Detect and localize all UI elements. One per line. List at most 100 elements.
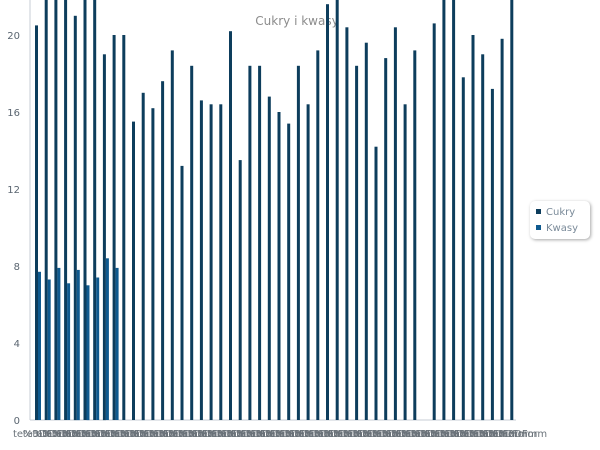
x-tick-label: te%3DForm xyxy=(168,429,227,440)
bar-cukry[interactable] xyxy=(432,23,436,421)
legend-item-cukry[interactable]: Cukry xyxy=(536,206,575,220)
x-tick-label: te%3DForm xyxy=(469,429,528,440)
x-tick-label: te%3DForm xyxy=(488,429,547,440)
bar-cukry[interactable] xyxy=(287,123,291,420)
bar-cukry[interactable] xyxy=(238,160,242,420)
bar-cukry[interactable] xyxy=(190,65,194,421)
x-tick-label: te%3DForm xyxy=(459,429,518,440)
bar-cukry[interactable] xyxy=(306,104,310,421)
bar-cukry[interactable] xyxy=(64,0,68,420)
legend: Cukry Kwasy xyxy=(530,201,590,239)
bar-cukry[interactable] xyxy=(510,0,514,420)
bar-cukry[interactable] xyxy=(161,81,165,420)
bar-kwasy[interactable] xyxy=(76,269,80,421)
x-tick-label: te%3DForm xyxy=(440,429,499,440)
bar-cukry[interactable] xyxy=(248,65,252,421)
bar-cukry[interactable] xyxy=(490,88,494,421)
bar-cukry[interactable] xyxy=(267,96,271,420)
bar-cukry[interactable] xyxy=(102,54,106,421)
bar-kwasy[interactable] xyxy=(86,285,90,421)
bar-kwasy[interactable] xyxy=(47,279,51,421)
x-tick-label: te%3DForm xyxy=(479,429,538,440)
bar-cukry[interactable] xyxy=(461,77,465,421)
bar-cukry[interactable] xyxy=(326,4,329,420)
x-tick-label: te%3DForm xyxy=(294,429,353,440)
bar-cukry[interactable] xyxy=(83,0,87,420)
bar-cukry[interactable] xyxy=(219,104,223,421)
bar-cukry[interactable] xyxy=(277,112,281,420)
x-tick-label: te%3DForm xyxy=(420,429,479,440)
bar-cukry[interactable] xyxy=(413,50,417,421)
bar-cukry[interactable] xyxy=(500,38,504,421)
bar-cukry[interactable] xyxy=(151,108,155,420)
x-tick-label: te%3DForm xyxy=(32,429,91,440)
x-tick-label: te%3DForm xyxy=(236,429,295,440)
x-tick-label: te%3DForm xyxy=(149,429,208,440)
x-tick-label: te%3DForm xyxy=(285,429,344,440)
bar-cukry[interactable] xyxy=(355,65,359,421)
x-tick-label: te%3DForm xyxy=(333,429,392,440)
bar-cukry[interactable] xyxy=(296,65,300,421)
x-tick-label: te%3DForm xyxy=(391,429,450,440)
bar-cukry[interactable] xyxy=(364,42,368,420)
x-tick-label: te%3DForm xyxy=(256,429,315,440)
x-tick-label: te%3DForm xyxy=(323,429,382,440)
x-tick-label: te%3DForm xyxy=(353,429,412,440)
x-tick-label: te%3DForm xyxy=(42,429,101,440)
x-tick-label: te%3DForm xyxy=(13,429,72,440)
bar-cukry[interactable] xyxy=(170,50,174,421)
x-tick-label: te%3DForm xyxy=(450,429,509,440)
bar-cukry[interactable] xyxy=(393,27,397,421)
bar-cukry[interactable] xyxy=(122,35,126,420)
bar-cukry[interactable] xyxy=(73,15,77,421)
bar-cukry[interactable] xyxy=(374,146,378,420)
bar-cukry[interactable] xyxy=(54,0,58,420)
bar-cukry[interactable] xyxy=(335,0,339,420)
bar-cukry[interactable] xyxy=(258,65,262,421)
x-tick-label: te%3DForm xyxy=(120,429,179,440)
bar-cukry[interactable] xyxy=(403,104,407,421)
bar-cukry[interactable] xyxy=(35,25,38,421)
legend-swatch-kwasy xyxy=(536,224,541,230)
bar-cukry[interactable] xyxy=(384,58,388,420)
bar-kwasy[interactable] xyxy=(67,283,71,420)
bar-cukry[interactable] xyxy=(452,0,456,420)
bar-cukry[interactable] xyxy=(345,27,349,421)
x-tick-label: te%3DForm xyxy=(382,429,441,440)
x-tick-label: te%3DForm xyxy=(81,429,140,440)
x-tick-label: te%3DForm xyxy=(71,429,130,440)
x-tick-label: te%3DForm xyxy=(372,429,431,440)
x-tick-label: te%3DForm xyxy=(275,429,334,440)
bar-cukry[interactable] xyxy=(112,35,116,420)
bar-cukry[interactable] xyxy=(180,165,184,420)
chart-title: Cukry i kwasy xyxy=(255,14,338,28)
bar-cukry[interactable] xyxy=(141,92,145,421)
bar-cukry[interactable] xyxy=(442,0,446,420)
bar-kwasy[interactable] xyxy=(38,271,41,420)
y-tick-label: 0 xyxy=(14,416,20,427)
legend-item-kwasy[interactable]: Kwasy xyxy=(536,222,578,236)
bars-group xyxy=(35,0,514,421)
bar-kwasy[interactable] xyxy=(115,267,119,420)
bar-cukry[interactable] xyxy=(471,35,475,420)
bar-cukry[interactable] xyxy=(199,100,203,421)
bar-cukry[interactable] xyxy=(481,54,485,421)
x-tick-label: te%3DForm xyxy=(62,429,121,440)
x-tick-label: te%3DForm xyxy=(110,429,169,440)
bar-cukry[interactable] xyxy=(209,104,213,421)
x-tick-label: te%3DForm xyxy=(401,429,460,440)
bar-cukry[interactable] xyxy=(132,121,135,420)
y-axis: 0 4 8 12 16 20 xyxy=(7,31,20,427)
bar-kwasy[interactable] xyxy=(96,277,100,421)
y-tick-label: 16 xyxy=(7,108,20,119)
bar-cukry[interactable] xyxy=(316,50,320,421)
x-tick-label: te%3DForm xyxy=(343,429,402,440)
bar-kwasy[interactable] xyxy=(57,267,61,420)
bar-cukry[interactable] xyxy=(229,31,232,420)
y-tick-label: 20 xyxy=(7,31,20,42)
x-tick-label: te%3DForm xyxy=(217,429,276,440)
bar-cukry[interactable] xyxy=(93,0,97,420)
bar-kwasy[interactable] xyxy=(105,258,109,420)
bar-cukry[interactable] xyxy=(44,0,48,420)
